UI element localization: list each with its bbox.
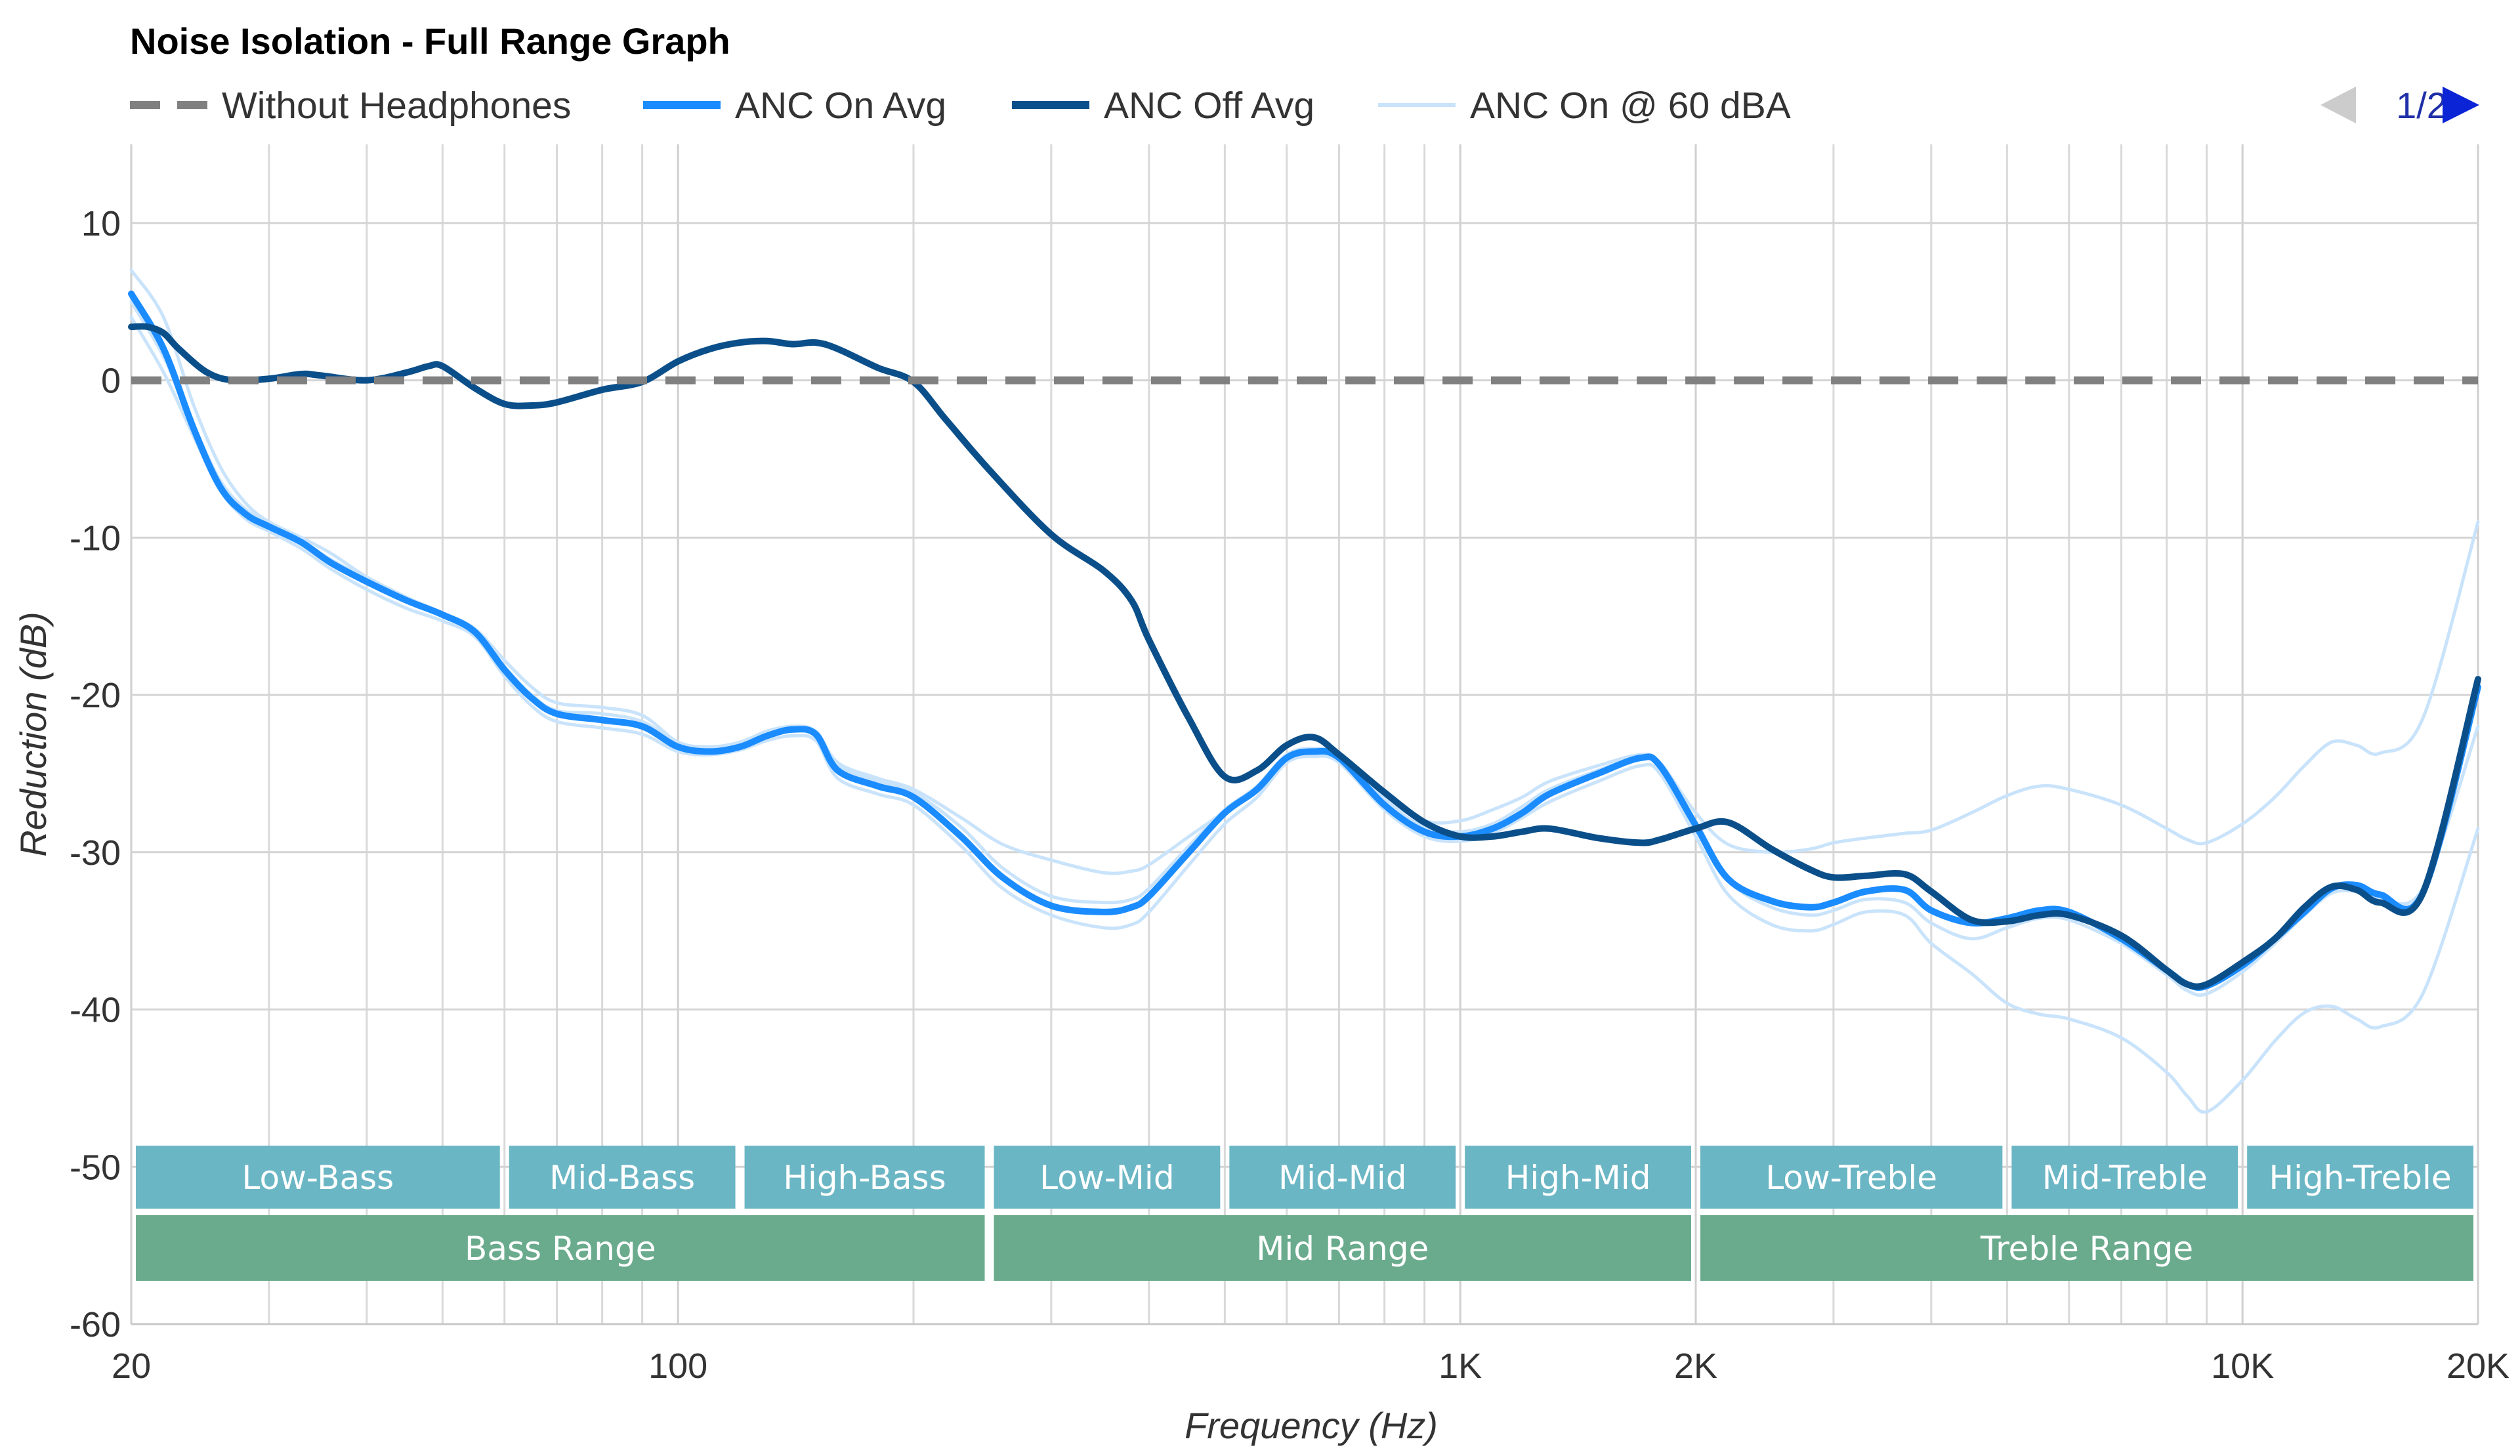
legend-pager[interactable]: 1/2 xyxy=(2320,85,2479,126)
chart-title: Noise Isolation - Full Range Graph xyxy=(130,20,730,62)
x-tick-label: 20 xyxy=(112,1346,151,1386)
x-tick-label: 100 xyxy=(648,1346,707,1386)
y-axis-tick-labels: 10 0 -10 -20 -30 -40 -50 -60 xyxy=(70,204,121,1344)
band-label-mid-treble: Mid-Treble xyxy=(2042,1159,2208,1197)
band-label-high-mid: High-Mid xyxy=(1505,1159,1651,1197)
y-tick-label: -40 xyxy=(70,991,121,1030)
band-treble-range xyxy=(1700,1215,2473,1281)
band-label-low-mid: Low-Mid xyxy=(1040,1159,1174,1197)
band-high-bass xyxy=(744,1146,985,1209)
x-axis-tick-labels: 20 100 1K 2K 10K 20K xyxy=(112,1346,2510,1386)
legend-item-without-headphones: Without Headphones xyxy=(222,85,571,127)
band-label-low-bass: Low-Bass xyxy=(242,1159,394,1197)
band-label-mid-mid: Mid-Mid xyxy=(1278,1159,1407,1197)
band-low-treble xyxy=(1700,1146,2003,1209)
band-label-treble-range: Treble Range xyxy=(1980,1230,2193,1268)
band-label-mid-bass: Mid-Bass xyxy=(549,1159,695,1197)
x-tick-label: 1K xyxy=(1438,1346,1482,1386)
band-high-treble xyxy=(2247,1146,2473,1209)
band-mid-treble xyxy=(2011,1146,2238,1209)
band-label-bass-range: Bass Range xyxy=(465,1230,656,1268)
series-anc-on-60-dba-line xyxy=(129,268,2480,875)
x-tick-label: 10K xyxy=(2211,1346,2274,1386)
band-high-mid xyxy=(1465,1146,1691,1209)
y-tick-label: -60 xyxy=(70,1305,121,1344)
frequency-range-bands: Low-Bass Mid-Bass High-Bass Low-Mid Mid-Mid H… xyxy=(136,1146,2473,1281)
y-tick-label: -10 xyxy=(70,518,121,558)
legend-item-anc-on-60-dba: ANC On @ 60 dBA xyxy=(1470,85,1791,127)
band-label-high-bass: High-Bass xyxy=(783,1159,946,1197)
series-anc-on-60dba-variant-4-line xyxy=(129,316,2480,1114)
band-mid-bass xyxy=(509,1146,736,1209)
series-anc-on-avg-line xyxy=(128,290,2481,991)
y-axis-title: Reduction (dB) xyxy=(12,612,54,857)
band-mid-range xyxy=(994,1215,1691,1281)
band-bass-range xyxy=(136,1215,985,1281)
series-lines xyxy=(128,268,2481,1114)
x-tick-label: 2K xyxy=(1674,1346,1717,1386)
legend: Without Headphones ANC On Avg ANC Off Avg A… xyxy=(130,85,1791,127)
legend-item-anc-on-avg: ANC On Avg xyxy=(735,85,946,127)
y-tick-label: 10 xyxy=(81,204,121,243)
band-low-bass xyxy=(136,1146,500,1209)
band-label-low-treble: Low-Treble xyxy=(1765,1159,1937,1197)
pager-label: 1/2 xyxy=(2396,85,2447,126)
series-anc-off-avg-line xyxy=(128,323,2481,990)
y-tick-label: -50 xyxy=(70,1148,121,1187)
band-label-mid-range: Mid Range xyxy=(1256,1230,1429,1268)
y-tick-label: -30 xyxy=(70,833,121,873)
x-tick-label: 20K xyxy=(2446,1346,2510,1386)
band-label-high-treble: High-Treble xyxy=(2269,1159,2451,1197)
y-tick-label: 0 xyxy=(101,362,121,401)
legend-item-anc-off-avg: ANC Off Avg xyxy=(1104,85,1314,127)
band-low-mid xyxy=(994,1146,1221,1209)
x-axis-title: Frequency (Hz) xyxy=(1185,1405,1438,1446)
y-tick-label: -20 xyxy=(70,676,121,715)
triangle-right-icon[interactable] xyxy=(2443,87,2479,123)
band-mid-mid xyxy=(1229,1146,1456,1209)
triangle-left-icon[interactable] xyxy=(2320,87,2356,123)
